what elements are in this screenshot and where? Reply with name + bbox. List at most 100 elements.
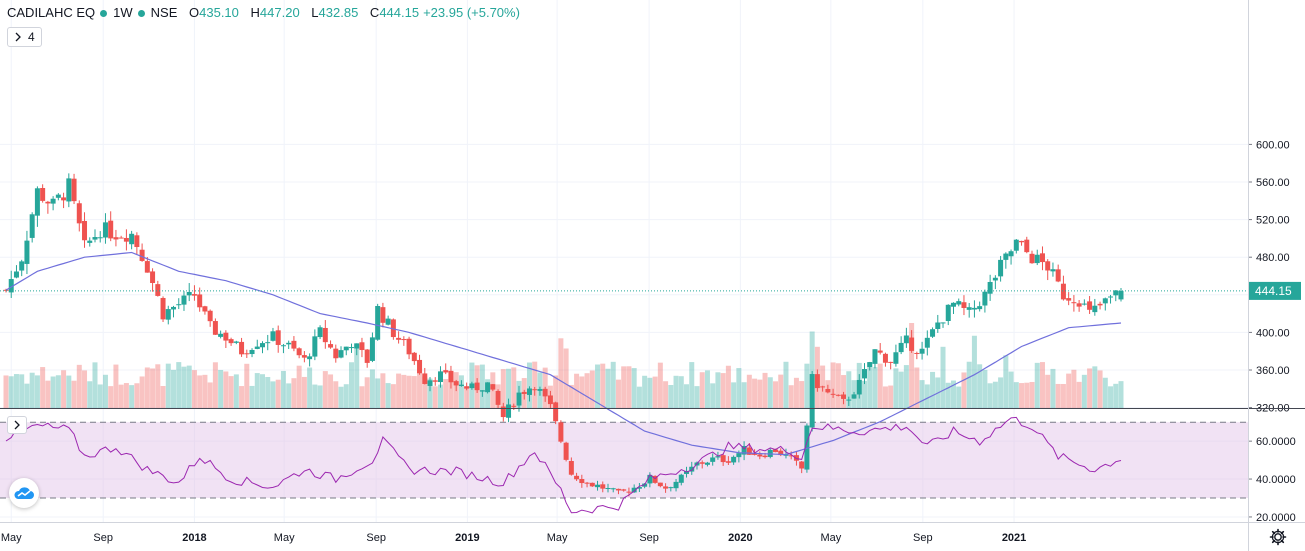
volume-bar: [1008, 371, 1014, 408]
time-tick-label: May: [274, 532, 295, 544]
candle-body: [788, 455, 794, 457]
candle: [202, 305, 208, 315]
volume-bar: [186, 365, 192, 408]
volume-bar: [563, 348, 569, 408]
candle-body: [171, 306, 177, 310]
volume-bar: [526, 362, 532, 408]
tradingview-logo-button[interactable]: [9, 478, 39, 508]
volume-bar: [1081, 374, 1087, 408]
volume-bar: [1076, 381, 1082, 408]
candle: [479, 390, 485, 397]
volume-bar: [1013, 382, 1019, 408]
candle-body: [647, 474, 653, 484]
candle: [882, 352, 888, 367]
candle-body: [291, 340, 297, 349]
candle-body: [239, 341, 245, 355]
candle-body: [13, 271, 19, 278]
volume-bar: [317, 385, 323, 408]
candle: [312, 329, 318, 361]
candle-body: [3, 289, 9, 291]
candle-body: [301, 355, 307, 358]
candle: [600, 481, 606, 493]
volume-bar: [568, 384, 574, 408]
last-price-tag: [1249, 281, 1301, 300]
time-tick-label: 2018: [182, 532, 206, 544]
volume-bar: [924, 384, 930, 408]
candle: [338, 346, 344, 359]
volume-bar: [773, 381, 779, 408]
candle-body: [856, 379, 862, 395]
candle-body: [814, 374, 820, 389]
candle-body: [950, 302, 956, 307]
candle: [841, 391, 847, 405]
symbol-name[interactable]: CADILAHC EQ: [7, 5, 96, 20]
candle-body: [615, 488, 621, 491]
volume-bar: [464, 386, 470, 408]
candle-body: [710, 457, 716, 462]
candle: [354, 343, 360, 356]
candle-body: [469, 383, 475, 389]
volume-bar: [631, 368, 637, 408]
candle-body: [55, 194, 61, 198]
volume-bar: [249, 385, 255, 408]
candle: [406, 336, 412, 360]
candles: [3, 173, 1124, 497]
candle: [87, 237, 93, 247]
volume-bar: [333, 381, 339, 408]
symbol-interval[interactable]: 1W: [113, 5, 133, 20]
volume-bar: [589, 370, 595, 408]
candle-body: [820, 386, 826, 388]
volume-bar: [479, 364, 485, 408]
volume-bar: [684, 384, 690, 408]
candle-body: [568, 461, 574, 475]
volume-bar: [296, 365, 302, 408]
volume-bar: [19, 374, 25, 408]
candle: [291, 336, 297, 352]
candle-body: [369, 337, 375, 361]
candle: [218, 330, 224, 339]
volume-bar: [1108, 386, 1114, 408]
volume-bar: [13, 374, 19, 408]
candle: [24, 230, 30, 275]
volume-bar: [940, 346, 946, 408]
candle-body: [61, 197, 67, 201]
candle-body: [207, 310, 213, 322]
candle-body: [453, 381, 459, 386]
gear-icon[interactable]: [1268, 527, 1288, 547]
candle: [1071, 295, 1077, 312]
candle-body: [76, 203, 82, 224]
volume-bar: [275, 379, 281, 408]
candle: [1076, 299, 1082, 312]
candle: [1003, 252, 1009, 269]
candle: [108, 211, 114, 242]
indicators-toggle-button[interactable]: 4: [7, 27, 42, 47]
volume-bar: [485, 379, 491, 408]
volume-bar: [961, 372, 967, 408]
high-label: H: [250, 5, 260, 20]
volume-bar: [55, 375, 61, 408]
volume-bar: [689, 362, 695, 408]
volume-bar: [1055, 383, 1061, 408]
candle-body: [872, 349, 878, 364]
candle: [448, 365, 454, 389]
candle: [396, 331, 402, 344]
candle-body: [176, 304, 182, 306]
candle: [872, 349, 878, 369]
candle-body: [804, 425, 810, 470]
volume-bar: [867, 363, 873, 408]
candle-body: [1039, 253, 1045, 263]
volume-bar: [882, 386, 888, 408]
volume-bar: [919, 380, 925, 408]
rsi-toggle-button[interactable]: [7, 416, 27, 434]
candle-body: [479, 390, 485, 392]
time-tick-label: 2020: [728, 532, 752, 544]
price-tick-label: 400.00: [1256, 327, 1290, 339]
candle: [228, 337, 234, 346]
candle-body: [636, 487, 642, 489]
volume-bar: [260, 374, 266, 408]
candle: [286, 340, 292, 350]
candle: [82, 212, 88, 248]
volume-bar: [448, 376, 454, 408]
